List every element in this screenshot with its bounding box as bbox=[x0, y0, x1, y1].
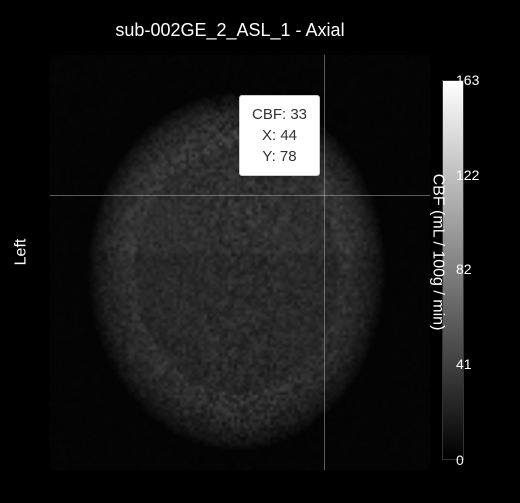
viewer-container: sub-002GE_2_ASL_1 - Axial Left CBF: 33 X… bbox=[0, 0, 520, 503]
hover-tooltip: CBF: 33 X: 44 Y: 78 bbox=[239, 95, 320, 176]
colorbar-tick: 41 bbox=[456, 356, 486, 372]
crosshair-horizontal bbox=[50, 195, 430, 196]
colorbar-tick: 122 bbox=[456, 167, 486, 183]
colorbar-label: CBF (mL / 100g / min) bbox=[429, 173, 447, 330]
colorbar-tick: 163 bbox=[456, 72, 486, 88]
crosshair-vertical bbox=[324, 55, 325, 470]
tooltip-y-line: Y: 78 bbox=[252, 146, 307, 167]
orientation-left-label: Left bbox=[12, 238, 30, 265]
tooltip-cbf-line: CBF: 33 bbox=[252, 104, 307, 125]
colorbar-tick: 82 bbox=[456, 261, 486, 277]
plot-title: sub-002GE_2_ASL_1 - Axial bbox=[0, 20, 460, 41]
axial-slice-plot[interactable]: CBF: 33 X: 44 Y: 78 bbox=[50, 55, 430, 470]
colorbar-ticks: 16312282410 bbox=[456, 80, 486, 460]
colorbar-tick: 0 bbox=[456, 452, 486, 468]
tooltip-x-line: X: 44 bbox=[252, 125, 307, 146]
